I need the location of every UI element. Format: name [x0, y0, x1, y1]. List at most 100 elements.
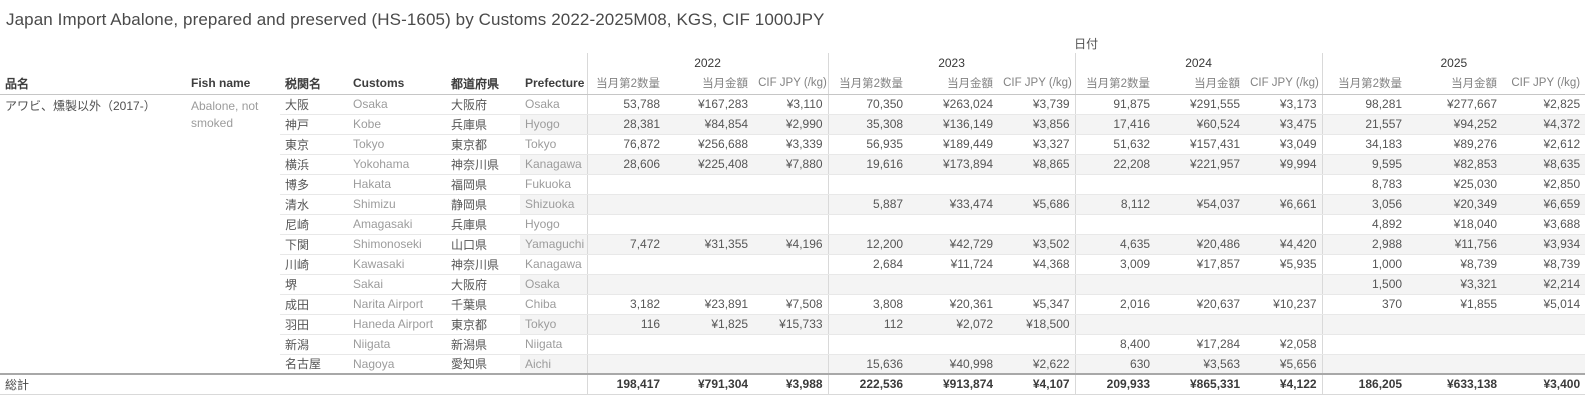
date-dimension-row: 日付 [0, 33, 1585, 53]
measure-header-cif: CIF JPY (/kg) [753, 73, 829, 95]
cell-value-2024: ¥3,563 [1155, 354, 1246, 374]
cell-quantity-2023: 56,935 [827, 134, 909, 155]
cell-customs-jp: 横浜 [280, 154, 348, 175]
cell-prefecture-en: Tokyo [520, 134, 588, 155]
cell-value-2022 [665, 174, 754, 195]
measure-header-value: 当月金額 [908, 73, 999, 95]
cell-cif-2024: ¥3,173 [1245, 94, 1323, 115]
cell-cif-2022 [753, 254, 829, 275]
cell-value-2024 [1155, 174, 1246, 195]
cell-cif-2022 [753, 334, 829, 355]
cell-quantity-2024 [1074, 274, 1156, 295]
table-row: 名古屋 Nagoya 愛知県 Aichi 15,636 ¥40,998 ¥2,622 630 ¥… [0, 354, 1585, 374]
cell-cif-2023: ¥5,347 [998, 294, 1076, 315]
cell-cif-2025: ¥2,850 [1502, 174, 1585, 195]
cell-quantity-2024: 2,016 [1074, 294, 1156, 315]
cell-value-2025: ¥89,276 [1407, 134, 1503, 155]
cell-prefecture-en: Tokyo [520, 314, 588, 335]
cell-value-2022: ¥84,854 [665, 114, 754, 135]
cell-quantity-2023: 3,808 [827, 294, 909, 315]
cell-value-2022 [665, 194, 754, 215]
cell-value-2023: ¥2,072 [908, 314, 999, 335]
cell-customs-jp: 神戸 [280, 114, 348, 135]
cell-quantity-2022 [586, 254, 666, 275]
cell-quantity-2023 [827, 214, 909, 235]
col-header-customs-en: Customs [348, 73, 446, 95]
cell-quantity-2022 [586, 274, 666, 295]
cell-quantity-2025: 98,281 [1321, 94, 1408, 115]
cell-cif-2024 [1245, 314, 1323, 335]
cell-prefecture-jp: 東京都 [446, 134, 520, 155]
cell-prefecture-en: Aichi [520, 354, 588, 374]
item-name-en: Abalone, not smoked [191, 98, 259, 130]
cell-prefecture-jp: 山口県 [446, 234, 520, 255]
cell-prefecture-en: Chiba [520, 294, 588, 315]
cell-value-2024: ¥291,555 [1155, 94, 1246, 115]
spacer-cell [0, 53, 587, 73]
cell-cif-2022: ¥4,196 [753, 234, 829, 255]
year-header-2022: 2022 [586, 53, 829, 73]
cell-value-2025: ¥277,667 [1407, 94, 1503, 115]
grand-total-cif-2023: ¥4,107 [998, 373, 1076, 395]
cell-quantity-2025: 8,783 [1321, 174, 1408, 195]
table-body: アワビ、燻製以外（2017-） Abalone, not smoked 大阪 Osak… [0, 94, 1585, 374]
item-name-jp: アワビ、燻製以外（2017-） [5, 98, 156, 113]
cell-quantity-2024: 630 [1074, 354, 1156, 374]
cell-quantity-2025: 1,000 [1321, 254, 1408, 275]
cell-quantity-2023 [827, 334, 909, 355]
cell-customs-en: Osaka [348, 94, 446, 115]
cell-cif-2024: ¥5,935 [1245, 254, 1323, 275]
cell-cif-2024: ¥5,656 [1245, 354, 1323, 374]
cell-prefecture-jp: 神奈川県 [446, 154, 520, 175]
cell-customs-en: Shimizu [348, 194, 446, 215]
cell-prefecture-jp: 静岡県 [446, 194, 520, 215]
cell-value-2023: ¥11,724 [908, 254, 999, 275]
measure-header-value: 当月金額 [1155, 73, 1246, 95]
cell-quantity-2024: 8,400 [1074, 334, 1156, 355]
cell-value-2023: ¥136,149 [908, 114, 999, 135]
cell-cif-2022: ¥7,880 [753, 154, 829, 175]
grand-total-cif-2022: ¥3,988 [753, 373, 829, 395]
measure-header-quantity: 当月第2数量 [1074, 73, 1156, 95]
cell-quantity-2023: 2,684 [827, 254, 909, 275]
cell-customs-en: Kobe [348, 114, 446, 135]
cell-cif-2025: ¥5,014 [1502, 294, 1585, 315]
cell-customs-jp: 尼崎 [280, 214, 348, 235]
cell-customs-en: Shimonoseki [348, 234, 446, 255]
cell-cif-2023: ¥4,368 [998, 254, 1076, 275]
col-header-customs-jp: 税関名 [280, 73, 348, 95]
grand-total-value-2024: ¥865,331 [1155, 373, 1246, 395]
cell-customs-en: Hakata [348, 174, 446, 195]
cell-value-2025: ¥3,321 [1407, 274, 1503, 295]
measure-header-cif: CIF JPY (/kg) [1245, 73, 1323, 95]
cell-value-2025: ¥1,855 [1407, 294, 1503, 315]
year-header-2025: 2025 [1321, 53, 1585, 73]
year-header-2023: 2023 [827, 53, 1076, 73]
cell-cif-2022: ¥7,508 [753, 294, 829, 315]
cell-quantity-2024: 3,009 [1074, 254, 1156, 275]
cell-cif-2025 [1502, 334, 1585, 355]
cell-quantity-2024: 91,875 [1074, 94, 1156, 115]
grand-total-value-2025: ¥633,138 [1407, 373, 1503, 395]
table-row: 尼崎 Amagasaki 兵庫県 Hyogo 4,892 ¥18,040 ¥3,688 [0, 214, 1585, 235]
cell-quantity-2025: 3,056 [1321, 194, 1408, 215]
cell-prefecture-en: Osaka [520, 94, 588, 115]
cell-quantity-2025: 2,988 [1321, 234, 1408, 255]
cell-prefecture-en: Fukuoka [520, 174, 588, 195]
cell-cif-2025: ¥2,214 [1502, 274, 1585, 295]
cell-value-2023 [908, 334, 999, 355]
cell-cif-2022 [753, 354, 829, 374]
cell-quantity-2022 [586, 214, 666, 235]
col-header-prefecture-en: Prefecture [520, 73, 588, 95]
grand-total-cif-2024: ¥4,122 [1245, 373, 1323, 395]
cell-value-2025 [1407, 354, 1503, 374]
cell-quantity-2023 [827, 274, 909, 295]
cell-cif-2023: ¥3,327 [998, 134, 1076, 155]
cell-prefecture-jp: 千葉県 [446, 294, 520, 315]
cell-cif-2025: ¥3,934 [1502, 234, 1585, 255]
cell-value-2023: ¥263,024 [908, 94, 999, 115]
measure-header-value: 当月金額 [665, 73, 754, 95]
cell-quantity-2025 [1321, 314, 1408, 335]
cell-quantity-2024: 8,112 [1074, 194, 1156, 215]
cell-cif-2024: ¥2,058 [1245, 334, 1323, 355]
